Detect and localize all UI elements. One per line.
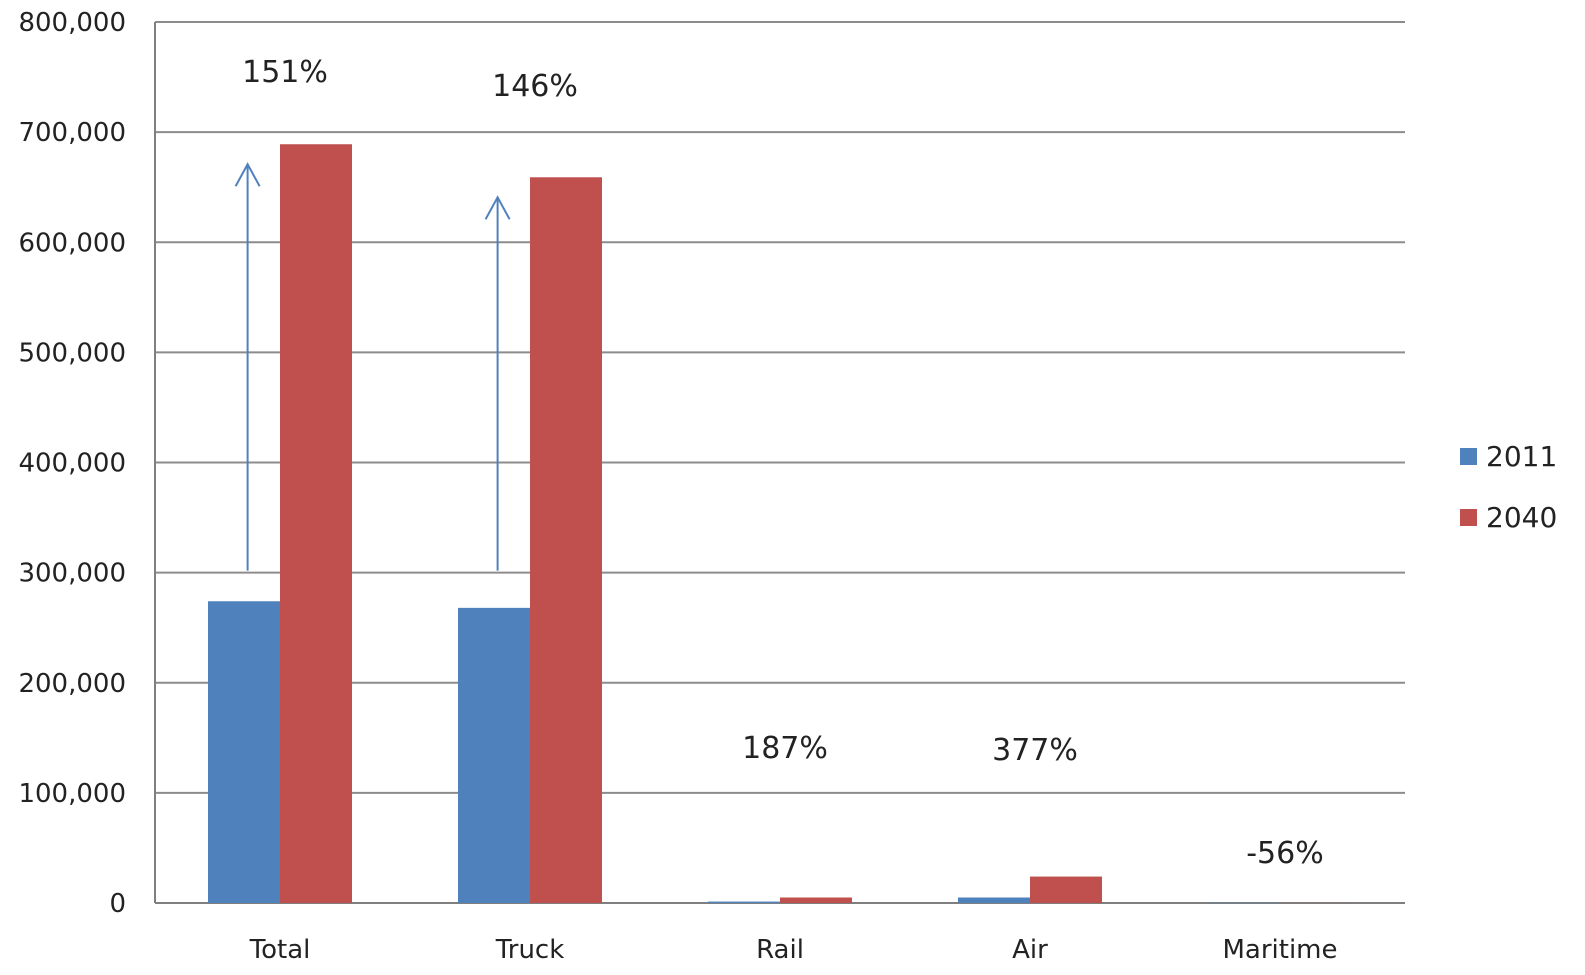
- x-tick-label: Maritime: [1222, 935, 1337, 965]
- bar-2011-total: [208, 601, 280, 903]
- x-tick-label: Air: [1012, 935, 1048, 965]
- legend-swatch-2011: [1460, 448, 1477, 465]
- bar-2040-truck: [530, 177, 602, 903]
- y-tick-label: 700,000: [18, 118, 126, 148]
- x-tick-label: Truck: [495, 935, 565, 965]
- percent-change-label: 377%: [992, 733, 1078, 768]
- legend: 2011 2040: [1460, 440, 1557, 534]
- y-tick-label: 300,000: [18, 559, 126, 589]
- percent-change-label: 151%: [242, 55, 328, 90]
- bar-2040-air: [1030, 876, 1102, 903]
- y-axis-ticks: 0 100,000 200,000 300,000 400,000 500,000 600,…: [18, 8, 126, 919]
- percent-annotations: 151% 146% 187% 377% -56%: [242, 55, 1324, 871]
- percent-change-label: -56%: [1246, 836, 1324, 871]
- legend-label-2011: 2011: [1486, 440, 1557, 473]
- bars: [208, 144, 1352, 903]
- y-tick-label: 400,000: [18, 449, 126, 479]
- y-tick-label: 500,000: [18, 338, 126, 368]
- bar-2011-rail: [708, 901, 780, 903]
- percent-change-label: 146%: [492, 69, 578, 104]
- growth-arrow-head: [234, 162, 261, 187]
- y-tick-label: 800,000: [18, 8, 126, 38]
- x-tick-label: Total: [249, 935, 311, 965]
- percent-change-label: 187%: [742, 731, 828, 766]
- bar-2040-total: [280, 144, 352, 903]
- bar-2011-air: [958, 897, 1030, 903]
- x-tick-label: Rail: [756, 935, 804, 965]
- y-tick-label: 0: [109, 889, 126, 919]
- y-tick-label: 200,000: [18, 669, 126, 699]
- legend-label-2040: 2040: [1486, 501, 1557, 534]
- gridlines: [154, 21, 1405, 904]
- x-axis-labels: Total Truck Rail Air Maritime: [249, 935, 1338, 965]
- y-tick-label: 100,000: [18, 779, 126, 809]
- y-tick-label: 600,000: [18, 228, 126, 258]
- growth-arrows: [234, 162, 511, 571]
- bar-2011-truck: [458, 607, 530, 903]
- legend-swatch-2040: [1460, 509, 1477, 526]
- bar-2040-rail: [780, 897, 852, 903]
- growth-arrow-head: [484, 195, 511, 220]
